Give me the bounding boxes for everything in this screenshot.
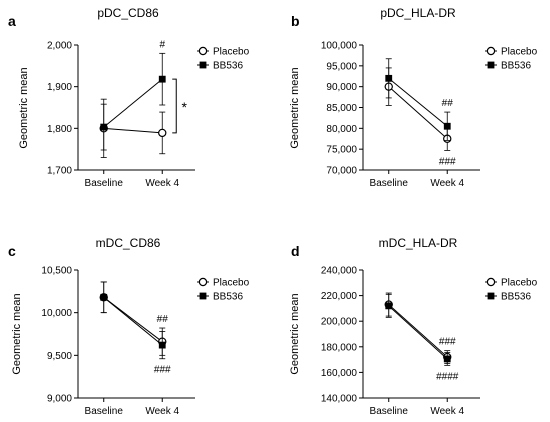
significance-hash: ## [442,98,454,109]
x-tick-label: Baseline [370,178,409,189]
chart-title: mDC_CD86 [96,236,161,250]
y-axis-label: Geometric mean [11,293,23,374]
y-tick-label: 10,500 [41,266,72,277]
legend-marker-bb536 [199,292,207,300]
x-tick-label: Baseline [370,406,409,417]
legend-label: BB536 [501,61,531,72]
y-tick-label: 95,000 [326,61,357,72]
y-tick-label: 1,800 [47,124,72,135]
y-tick-label: 220,000 [321,291,358,302]
x-tick-label: Week 4 [145,406,179,417]
legend-marker-placebo [198,277,208,287]
series-line-placebo [388,86,448,140]
panel-a: a pDC_CD86 1,700 1,800 1,900 2,000 Geometric m… [8,6,250,189]
x-tick-label: Baseline [85,178,124,189]
y-tick-label: 90,000 [326,82,357,93]
y-tick-label: 70,000 [326,166,357,177]
data-point-bb536 [385,302,393,310]
series-line-placebo [103,127,163,134]
legend-label: Placebo [213,47,250,58]
panel-label: d [291,243,300,259]
y-tick-label: 1,700 [47,166,72,177]
significance-hash: #### [436,371,459,382]
significance-hash: ### [439,337,456,348]
significance-hash: ### [154,365,171,376]
series-line-placebo [388,304,448,358]
legend-label: BB536 [213,292,243,303]
legend-label: BB536 [501,292,531,303]
legend-marker-placebo [198,46,208,56]
series-line-bb536 [388,77,448,127]
legend-label: Placebo [501,278,538,289]
y-tick-label: 9,500 [47,351,72,362]
x-tick-label: Week 4 [430,178,464,189]
y-tick-label: 80,000 [326,124,357,135]
data-point-bb536 [100,293,108,301]
y-tick-label: 140,000 [321,394,358,405]
y-tick-label: 1,900 [47,82,72,93]
legend-marker-placebo [486,277,496,287]
legend-marker-bb536 [199,61,207,69]
data-point-placebo [158,128,167,138]
legend-label: Placebo [501,47,538,58]
y-axis-label: Geometric mean [289,293,301,374]
chart-title: pDC_HLA-DR [380,6,456,20]
significance-bracket [172,78,177,134]
chart-title: mDC_HLA-DR [379,236,458,250]
y-tick-label: 2,000 [47,41,72,52]
series-line-bb536 [103,78,163,128]
panel-label: b [291,13,300,29]
y-tick-label: 85,000 [326,103,357,114]
x-tick-label: Week 4 [145,178,179,189]
legend-marker-bb536 [487,292,495,300]
panel-b: b pDC_HLA-DR 70,000 75,000 80,000 85,000 90,00… [289,6,538,189]
x-tick-label: Week 4 [430,406,464,417]
data-point-bb536 [158,341,166,349]
legend-label: BB536 [213,61,243,72]
series-line-bb536 [388,305,448,360]
y-axis-label: Geometric mean [18,67,30,148]
panel-c: c mDC_CD86 9,000 9,500 10,000 10,500 Geometric… [8,236,250,417]
data-point-bb536 [100,123,108,131]
significance-hash: ### [439,156,456,167]
y-tick-label: 160,000 [321,368,358,379]
y-tick-label: 100,000 [321,41,358,52]
data-point-bb536 [385,74,393,82]
y-tick-label: 10,000 [41,308,72,319]
y-tick-label: 200,000 [321,317,358,328]
significance-hash: ## [157,314,169,325]
significance-asterisk: * [182,99,188,115]
significance-hash: # [159,39,165,50]
legend-label: Placebo [213,278,250,289]
y-tick-label: 180,000 [321,342,358,353]
series-line-bb536 [103,296,163,346]
chart-title: pDC_CD86 [97,6,159,20]
x-tick-label: Baseline [85,406,124,417]
legend-marker-placebo [486,46,496,56]
panel-label: a [8,13,16,29]
data-point-bb536 [443,355,451,363]
y-axis-label: Geometric mean [289,67,301,148]
panel-d: d mDC_HLA-DR 140,000 160,000 180,000 200,000 2… [289,236,538,417]
panel-label: c [8,243,16,259]
y-tick-label: 9,000 [47,394,72,405]
data-point-bb536 [158,75,166,83]
y-tick-label: 240,000 [321,266,358,277]
legend-marker-bb536 [487,61,495,69]
data-point-bb536 [443,122,451,130]
y-tick-label: 75,000 [326,145,357,156]
